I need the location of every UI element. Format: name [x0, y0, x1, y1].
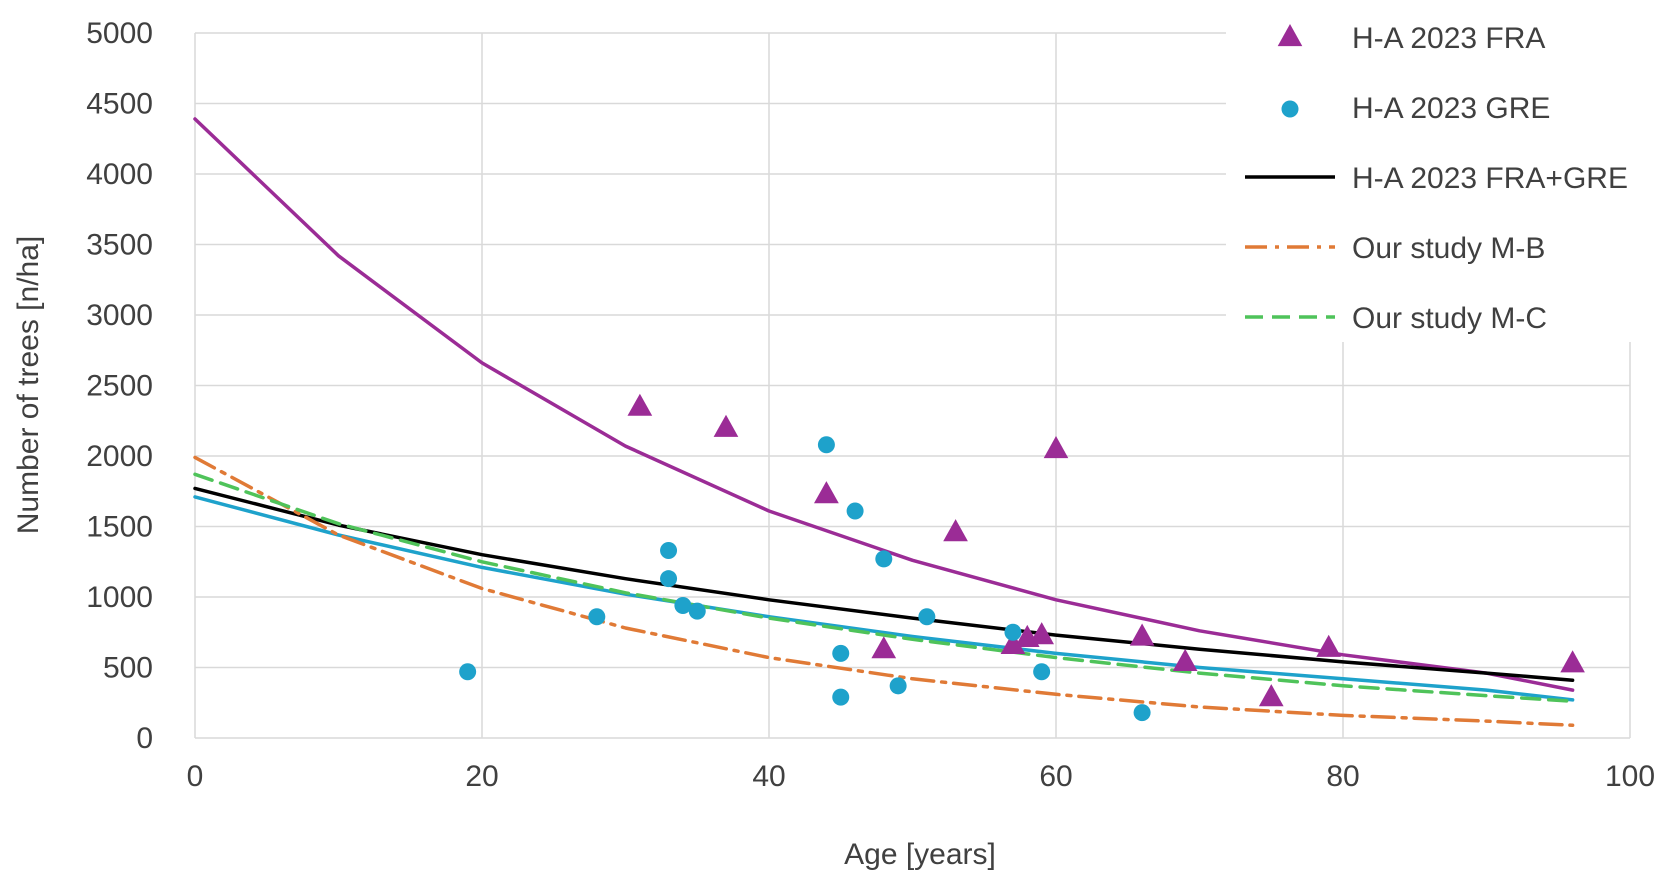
- scatter-point-circle: [832, 644, 850, 662]
- legend-symbol-triangle: [1277, 24, 1303, 47]
- scatter-point-circle: [918, 608, 936, 626]
- y-tick-label: 4500: [86, 88, 153, 121]
- y-tick-label: 3500: [86, 229, 153, 262]
- scatter-point-circle: [660, 541, 678, 559]
- scatter-point-triangle: [1560, 650, 1585, 673]
- axes: 0500100015002000250030003500400045005000…: [86, 17, 1655, 793]
- series-line: [193, 455, 1575, 728]
- trend-lines: [193, 117, 1575, 728]
- scatter-point-triangle: [1000, 631, 1026, 654]
- legend: H-A 2023 FRA H-A 2023 GRE H-A 2023 FRA+GRE…: [1245, 22, 1628, 335]
- legend-background: [1226, 0, 1665, 342]
- legend-symbol-circle: [1281, 100, 1299, 118]
- scatter-point-circle: [1004, 623, 1022, 641]
- y-tick-label: 3000: [86, 299, 153, 332]
- x-tick-label: 40: [752, 760, 785, 793]
- data-points: [459, 393, 1585, 722]
- scatter-point-circle: [889, 677, 907, 695]
- scatter-point-circle: [588, 608, 606, 626]
- y-tick-label: 5000: [86, 17, 153, 50]
- scatter-point-triangle: [1129, 623, 1155, 646]
- series-line: [193, 472, 1575, 704]
- scatter-point-triangle: [1172, 648, 1198, 671]
- scatter-point-circle: [846, 502, 864, 520]
- scatter-point-triangle: [713, 414, 739, 437]
- y-tick-label: 4000: [86, 158, 153, 191]
- y-tick-label: 2500: [86, 370, 153, 403]
- y-tick-label: 0: [136, 722, 153, 755]
- scatter-point-circle: [674, 596, 692, 614]
- y-tick-label: 1500: [86, 511, 153, 544]
- scatter-point-triangle: [814, 481, 839, 504]
- scatter-point-triangle: [1316, 634, 1341, 657]
- scatter-point-circle: [832, 688, 850, 706]
- grid: [194, 32, 1631, 739]
- y-axis-title: Number of trees [n/ha]: [12, 236, 45, 534]
- x-tick-label: 20: [465, 760, 498, 793]
- scatter-point-circle: [1033, 663, 1051, 681]
- x-tick-label: 100: [1605, 760, 1655, 793]
- legend-label: Our study M-B: [1352, 232, 1545, 265]
- scatter-point-triangle: [1043, 436, 1069, 459]
- x-tick-label: 80: [1326, 760, 1359, 793]
- x-axis-title: Age [years]: [844, 838, 996, 871]
- scatter-point-triangle: [627, 393, 653, 416]
- series-line: [193, 486, 1575, 682]
- scatter-point-triangle: [871, 636, 897, 659]
- legend-label: H-A 2023 FRA: [1352, 22, 1545, 55]
- scatter-point-circle: [660, 570, 678, 588]
- scatter-point-circle: [459, 663, 477, 681]
- scatter-point-circle: [875, 550, 893, 568]
- y-tick-label: 1000: [86, 581, 153, 614]
- scatter-point-circle: [688, 602, 706, 620]
- scatter-point-triangle: [1029, 622, 1054, 645]
- x-tick-label: 60: [1039, 760, 1072, 793]
- y-tick-label: 500: [103, 652, 153, 685]
- series-line: [193, 117, 1575, 692]
- scatter-point-circle: [817, 436, 835, 454]
- scatter-point-triangle: [1258, 684, 1284, 707]
- scatter-point-circle: [1133, 704, 1151, 722]
- x-tick-label: 0: [187, 760, 204, 793]
- legend-label: Our study M-C: [1352, 302, 1547, 335]
- legend-label: H-A 2023 GRE: [1352, 92, 1550, 125]
- legend-label: H-A 2023 FRA+GRE: [1352, 162, 1628, 195]
- scatter-point-triangle: [943, 519, 968, 542]
- series-line: [193, 495, 1575, 702]
- y-tick-label: 2000: [86, 440, 153, 473]
